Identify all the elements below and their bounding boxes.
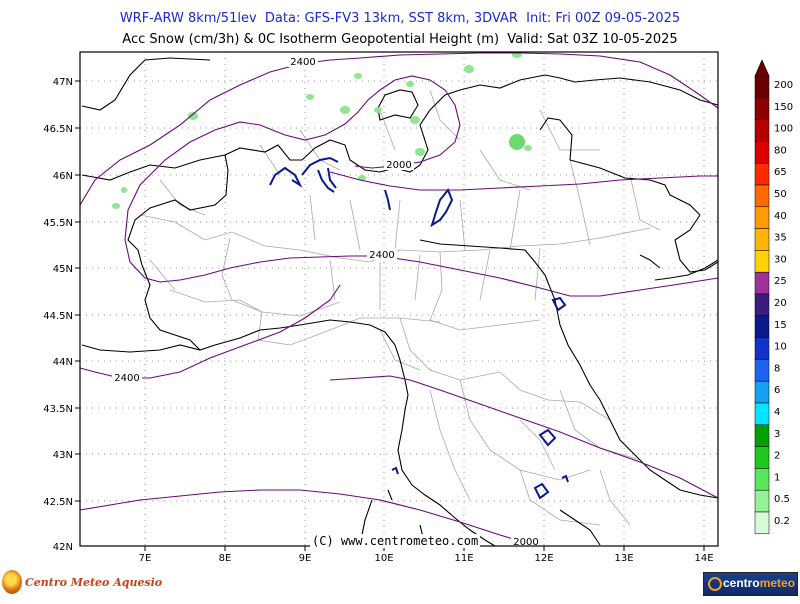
- lon-label: 13E: [614, 553, 633, 564]
- axis-ticks: [75, 80, 705, 551]
- colorbar-label: 30: [774, 254, 787, 265]
- colorbar-label: 0.5: [774, 494, 790, 505]
- colorbar-label: 100: [774, 124, 793, 135]
- colorbar-label: 2: [774, 451, 780, 462]
- colorbar-label: 200: [774, 80, 793, 91]
- colorbar-swatch: [754, 184, 770, 208]
- colorbar-label: 80: [774, 145, 787, 156]
- latitude-labels: 47N 46.5N 46N 45.5N 45N 44.5N 44N 43.5N …: [43, 77, 73, 553]
- lat-label: 42.5N: [43, 497, 73, 508]
- isotherm-contours: [79, 52, 719, 545]
- colorbar-label: 8: [774, 363, 780, 374]
- colorbar-swatch: [754, 468, 770, 491]
- map-frame: [79, 51, 719, 547]
- snow-patches: [112, 52, 532, 209]
- header-field-info: Acc Snow (cm/3h) & 0C Isotherm Geopotent…: [122, 32, 678, 47]
- contour-label-2000-south: 2000: [513, 537, 538, 548]
- logo-right-text-b: meteo: [759, 576, 796, 590]
- colorbar-label: 20: [774, 298, 787, 309]
- lat-label: 44N: [53, 357, 73, 368]
- colorbar-swatch: [754, 250, 770, 273]
- logo-left-text: Centro Meteo Aquesio: [25, 576, 163, 589]
- colorbar-swatch: [754, 97, 770, 120]
- colorbar-swatch: [754, 337, 770, 360]
- colorbar-swatch: [754, 446, 770, 469]
- logo-right-text-a: centro: [723, 576, 760, 590]
- header-model-info: WRF-ARW 8km/51lev Data: GFS-FV3 13km, SS…: [119, 11, 681, 26]
- colorbar-swatch: [754, 75, 770, 99]
- colorbar-label: 0.2: [774, 516, 790, 527]
- lat-label: 43N: [53, 450, 73, 461]
- colorbar-label: 4: [774, 407, 780, 418]
- logo-disc-icon: [2, 570, 22, 594]
- lat-label: 42N: [53, 542, 73, 553]
- contour-labels: 2400 2000 2400 2400 2000: [112, 55, 541, 548]
- colorbar-label: 35: [774, 233, 787, 244]
- colorbar-swatch: [754, 359, 770, 382]
- lon-label: 12E: [534, 553, 553, 564]
- colorbar-label: 50: [774, 189, 787, 200]
- lon-label: 11E: [454, 553, 473, 564]
- logo-right-text: centrometeo: [723, 576, 795, 590]
- contour-label-2000-alps: 2000: [386, 160, 411, 171]
- lon-label: 9E: [299, 553, 312, 564]
- lat-label: 46N: [53, 171, 73, 182]
- colorbar-swatch: [754, 228, 770, 251]
- colorbar-swatch: [754, 271, 770, 295]
- lon-label: 10E: [374, 553, 393, 564]
- contour-label-2400-top: 2400: [290, 57, 315, 68]
- centro-meteo-aquesio-logo: Centro Meteo Aquesio: [2, 570, 172, 594]
- colorbar: 200 150 100 80 65 50 40 35 30 25 20 15 10 8 6 4 3 2 1 0.5 0.…: [754, 59, 793, 535]
- colorbar-swatch: [754, 489, 770, 513]
- colorbar-swatch: [754, 380, 770, 404]
- colorbar-swatch: [754, 206, 770, 229]
- logo-ring-icon: [708, 577, 722, 591]
- colorbar-label: 25: [774, 276, 787, 287]
- colorbar-label: 6: [774, 385, 780, 396]
- lon-label: 8E: [219, 553, 232, 564]
- colorbar-label: 150: [774, 102, 793, 113]
- lat-label: 44.5N: [43, 311, 73, 322]
- lat-label: 43.5N: [43, 404, 73, 415]
- lat-label: 47N: [53, 77, 73, 88]
- coastline: [81, 239, 719, 547]
- lat-label: 46.5N: [43, 124, 73, 135]
- colorbar-swatch: [754, 293, 770, 317]
- centrometeo-logo: centrometeo: [703, 572, 798, 596]
- copyright-text: (C) www.centrometeo.com: [310, 534, 481, 548]
- lat-label: 45N: [53, 264, 73, 275]
- colorbar-swatch: [754, 402, 770, 426]
- colorbar-swatch: [754, 511, 770, 535]
- colorbar-label: 15: [774, 320, 787, 331]
- colorbar-label: 1: [774, 472, 780, 483]
- colorbar-label: 65: [774, 167, 787, 178]
- lon-label: 7E: [139, 553, 152, 564]
- colorbar-label: 40: [774, 211, 787, 222]
- colorbar-swatch: [754, 424, 770, 447]
- colorbar-swatch: [754, 119, 770, 142]
- longitude-labels: 7E 8E 9E 10E 11E 12E 13E 14E: [139, 553, 714, 564]
- contour-label-2400-west: 2400: [114, 373, 139, 384]
- colorbar-swatch: [754, 315, 770, 338]
- contour-label-2400-mid: 2400: [369, 250, 394, 261]
- map-gridlines: [80, 52, 718, 546]
- lon-label: 14E: [694, 553, 713, 564]
- colorbar-label: 10: [774, 342, 787, 353]
- lakes: [269, 156, 569, 500]
- lat-label: 45.5N: [43, 218, 73, 229]
- colorbar-swatch: [754, 141, 770, 164]
- colorbar-label: 3: [774, 429, 780, 440]
- national-borders: [81, 57, 719, 351]
- colorbar-arrow: [754, 59, 770, 77]
- colorbar-swatch: [754, 162, 770, 186]
